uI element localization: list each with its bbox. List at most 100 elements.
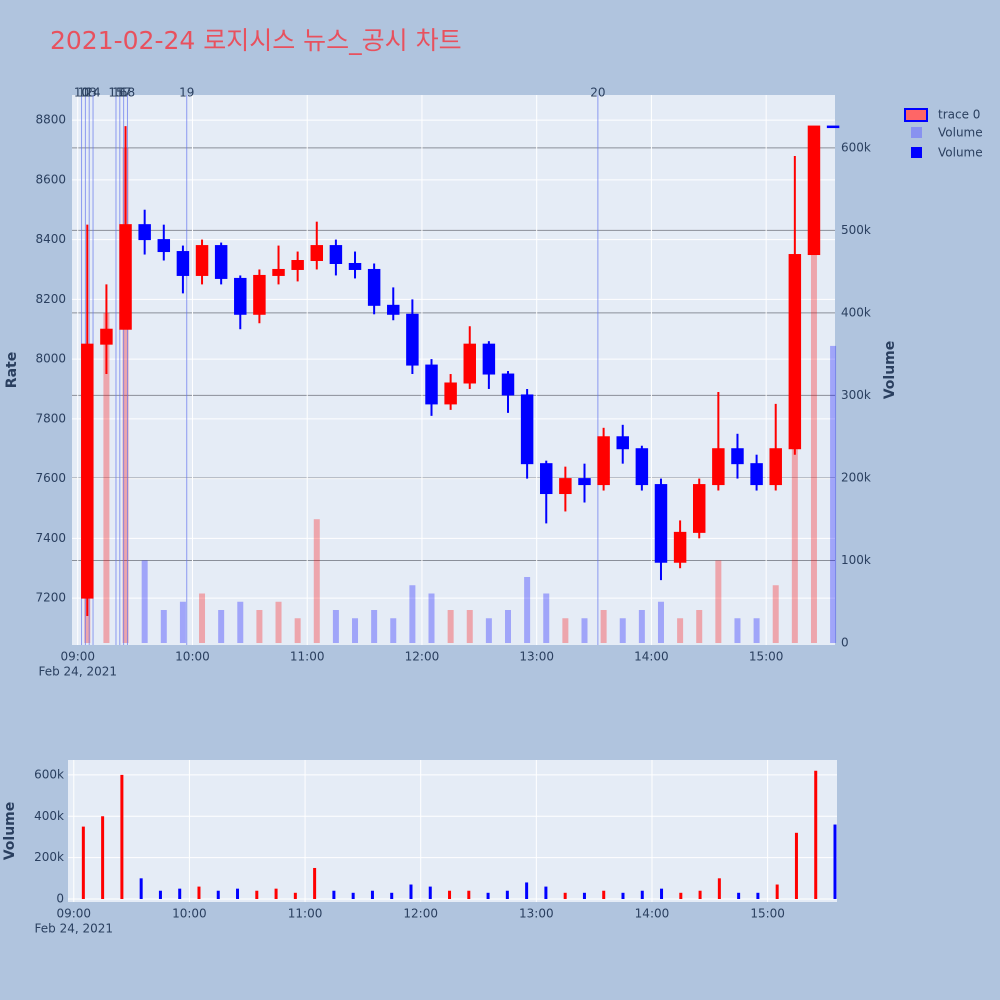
y-tick-label: 600k xyxy=(34,767,64,781)
candle-body xyxy=(176,251,190,276)
plot-area xyxy=(72,95,835,645)
x-tick-label: 14:00 xyxy=(635,907,670,921)
y-axis-title: Rate xyxy=(4,352,20,388)
volume-bar xyxy=(638,610,645,644)
candle-body xyxy=(692,484,706,533)
volume-bar xyxy=(619,618,626,644)
volume-bar xyxy=(621,892,625,900)
y-tick-label: 200k xyxy=(34,850,64,864)
candle-body xyxy=(788,254,802,450)
volume-bar xyxy=(486,892,490,900)
candle-body xyxy=(119,224,132,330)
volume-bar xyxy=(390,618,397,644)
x-tick-label: 09:00 xyxy=(60,650,95,664)
legend-swatch[interactable] xyxy=(911,147,922,158)
volume-bar xyxy=(351,892,355,900)
volume-bar xyxy=(178,888,182,900)
candle-body xyxy=(348,262,362,270)
volume-bar xyxy=(581,618,588,644)
y2-tick-label: 400k xyxy=(841,305,871,319)
y-tick-label: 8000 xyxy=(35,352,66,366)
volume-bar xyxy=(218,610,225,644)
y-tick-label: 400k xyxy=(34,809,64,823)
y2-tick-label: 600k xyxy=(841,140,871,154)
y-tick-label: 8800 xyxy=(35,113,66,127)
candle-body xyxy=(425,364,438,405)
legend-label[interactable]: Volume xyxy=(938,126,983,140)
candle-body xyxy=(635,448,649,486)
volume-bar xyxy=(466,610,473,644)
candle-body xyxy=(559,478,572,495)
volume-bar xyxy=(696,610,703,644)
y-tick-label: 7400 xyxy=(35,531,66,545)
volume-bar xyxy=(294,618,301,644)
volume-bar xyxy=(679,892,683,900)
x-tick-label: 11:00 xyxy=(290,650,325,664)
x-tick-label: 13:00 xyxy=(519,650,554,664)
volume-bar xyxy=(370,890,374,900)
volume-bar xyxy=(103,312,110,644)
volume-bar xyxy=(141,560,148,644)
candle-body xyxy=(234,277,247,315)
volume-bar xyxy=(352,618,359,644)
y2-tick-label: 200k xyxy=(841,470,871,484)
volume-bar xyxy=(120,774,124,900)
candle-body xyxy=(310,245,324,262)
volume-bar xyxy=(563,892,567,900)
candle-body xyxy=(578,478,591,486)
y2-tick-label: 0 xyxy=(841,636,849,650)
volume-bar xyxy=(428,593,435,644)
candle-body xyxy=(540,463,553,495)
legend-swatch[interactable] xyxy=(911,127,922,138)
volume-bar xyxy=(409,585,416,644)
volume-bar xyxy=(313,867,317,900)
candle-body xyxy=(81,343,94,599)
candle-body xyxy=(195,245,209,276)
candle-body xyxy=(520,394,534,465)
volume-bar xyxy=(562,618,569,644)
legend-swatch[interactable] xyxy=(904,108,928,122)
volume-bar xyxy=(371,610,378,644)
volume-bar xyxy=(275,601,282,644)
candle-body xyxy=(463,343,476,384)
volume-bar xyxy=(81,826,85,900)
volume-bar xyxy=(810,131,817,644)
candle-body xyxy=(329,245,343,264)
volume-bar xyxy=(505,890,509,900)
volume-bar xyxy=(772,585,779,644)
volume-bar xyxy=(447,610,454,644)
x-tick-label: 12:00 xyxy=(405,650,440,664)
x-tick-label: 10:00 xyxy=(175,650,210,664)
volume-bar xyxy=(657,601,664,644)
volume-bar xyxy=(274,888,278,900)
volume-bar xyxy=(236,888,240,900)
volume-plot-area xyxy=(68,760,837,902)
y-tick-label: 8200 xyxy=(35,292,66,306)
candle-body xyxy=(100,328,113,345)
candle-body xyxy=(272,268,285,276)
x-sublabel: Feb 24, 2021 xyxy=(35,922,114,936)
candle-body xyxy=(712,448,725,486)
candle-body xyxy=(214,245,228,279)
candle-body xyxy=(482,343,496,375)
volume-bar xyxy=(677,618,684,644)
candle-body xyxy=(673,531,687,563)
volume-bar xyxy=(390,892,394,900)
candle-body xyxy=(769,448,782,486)
candle-body xyxy=(367,268,381,306)
volume-bar xyxy=(216,890,220,900)
y2-tick-label: 300k xyxy=(841,388,871,402)
y-tick-label: 7200 xyxy=(35,591,66,605)
volume-bar xyxy=(332,890,336,900)
volume-bar xyxy=(448,890,452,900)
candle-body xyxy=(826,125,840,129)
news-label: 20 xyxy=(590,86,605,100)
x-tick-label: 12:00 xyxy=(403,907,438,921)
legend-label[interactable]: trace 0 xyxy=(938,108,980,122)
volume-bar xyxy=(158,890,162,900)
candle-body xyxy=(616,436,629,450)
candle-body xyxy=(157,239,171,253)
candle-body xyxy=(444,382,457,405)
legend-label[interactable]: Volume xyxy=(938,146,983,160)
volume-bar xyxy=(543,593,550,644)
